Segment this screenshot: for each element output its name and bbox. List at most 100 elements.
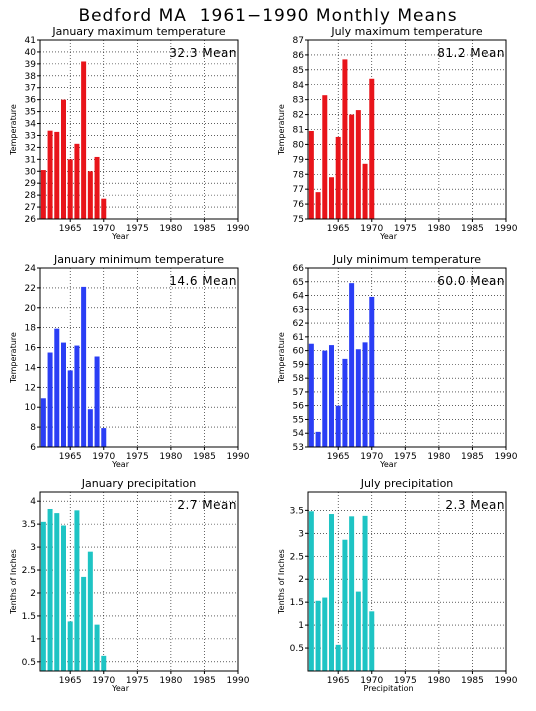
y-tick-label: 65: [293, 278, 304, 288]
y-tick-label: 26: [25, 215, 37, 225]
y-tick-label: 86: [293, 51, 305, 61]
y-tick-label: 62: [293, 319, 304, 329]
bar-1970: [101, 198, 107, 219]
y-tick-label: 3.5: [290, 506, 304, 516]
bar-1964: [60, 525, 66, 671]
y-tick-label: 2.5: [22, 566, 36, 576]
chart-panel-jan-max: January maximum temperature 26 27 28 29 30 31 3…: [0, 24, 268, 259]
bar-1969: [94, 624, 100, 671]
y-tick-label: 55: [293, 415, 304, 425]
y-tick-label: 63: [293, 305, 304, 315]
x-tick-label: 1980: [427, 224, 450, 234]
bar-1961: [40, 170, 46, 219]
x-tick-label: 1985: [193, 676, 216, 686]
x-tick-label: 1975: [394, 452, 417, 462]
y-tick-label: 24: [25, 264, 37, 274]
x-tick-label: 1975: [126, 224, 149, 234]
mean-label: 2.7 Mean: [177, 498, 237, 512]
x-tick-label: 1965: [327, 452, 350, 462]
x-axis-label: Year: [379, 460, 398, 469]
x-tick-label: 1990: [227, 452, 250, 462]
bar-1966: [74, 345, 80, 447]
y-tick-label: 1: [298, 621, 304, 631]
y-tick-label: 6: [30, 443, 36, 453]
x-tick-label: 1985: [461, 224, 484, 234]
bar-1963: [322, 350, 328, 447]
bar-1966: [74, 510, 80, 671]
bar-1961: [40, 521, 46, 671]
y-tick-label: 2.5: [290, 552, 304, 562]
bar-1969: [362, 163, 368, 219]
y-tick-label: 37: [25, 84, 36, 94]
bar-1967: [349, 114, 355, 219]
x-tick-label: 1975: [394, 676, 417, 686]
mean-label: 2.3 Mean: [445, 498, 505, 512]
bar-1961: [40, 398, 46, 447]
bar-1968: [87, 171, 93, 219]
bar-1962: [47, 352, 53, 447]
bar-1968: [87, 551, 93, 671]
x-tick-label: 1980: [159, 676, 182, 686]
bar-1965: [335, 644, 341, 671]
y-tick-label: 14: [25, 363, 37, 373]
bar-1968: [355, 349, 361, 447]
y-tick-label: 34: [25, 120, 37, 130]
x-axis-label: Year: [111, 232, 130, 241]
y-tick-label: 31: [25, 155, 36, 165]
y-tick-label: 30: [25, 167, 37, 177]
chart-jan-min: January minimum temperature 6 8 10 12 14 16 18 2…: [9, 253, 250, 469]
bar-1967: [81, 61, 87, 220]
y-tick-label: 3: [298, 529, 304, 539]
y-tick-label: 33: [25, 131, 36, 141]
chart-jan-precip: January precipitation 0.5 1 1.5 2 2.5 3 3.5 4 196…: [9, 477, 250, 693]
y-tick-label: 81: [293, 126, 304, 136]
x-axis-label: Year: [111, 684, 130, 693]
bar-1970: [369, 611, 375, 671]
bar-1966: [342, 539, 348, 671]
bar-1965: [335, 136, 341, 219]
y-tick-label: 87: [293, 36, 304, 46]
x-tick-label: 1970: [92, 452, 115, 462]
y-tick-label: 82: [293, 111, 304, 121]
bar-1967: [81, 286, 87, 447]
y-tick-label: 66: [293, 264, 305, 274]
x-tick-label: 1970: [360, 224, 383, 234]
page-title: Bedford MA 1961−1990 Monthly Means: [78, 6, 458, 26]
chart-title: January precipitation: [81, 477, 197, 490]
bar-1964: [328, 514, 334, 671]
y-tick-label: 75: [293, 215, 304, 225]
bar-1964: [60, 99, 66, 219]
y-tick-label: 3: [30, 543, 36, 553]
x-tick-label: 1970: [360, 676, 383, 686]
chart-panel-jul-precip: July precipitation 0.5 1 1.5 2 2.5 3 3.5 1965 197…: [268, 476, 536, 711]
y-tick-label: 77: [293, 185, 304, 195]
y-tick-label: 22: [25, 284, 36, 294]
chart-title: July precipitation: [360, 477, 454, 490]
bar-1967: [349, 516, 355, 671]
bar-1963: [54, 131, 60, 219]
x-tick-label: 1985: [193, 452, 216, 462]
bar-1970: [369, 296, 375, 447]
chart-title: January minimum temperature: [53, 253, 224, 266]
y-tick-label: 32: [25, 143, 36, 153]
chart-panel-jan-precip: January precipitation 0.5 1 1.5 2 2.5 3 3.5 4 196…: [0, 476, 268, 711]
y-tick-label: 58: [293, 374, 305, 384]
bar-1964: [328, 345, 334, 447]
y-tick-label: 78: [293, 170, 305, 180]
y-tick-label: 16: [25, 344, 37, 354]
x-tick-label: 1990: [227, 224, 250, 234]
y-tick-label: 0.5: [290, 644, 304, 654]
x-tick-label: 1990: [227, 676, 250, 686]
y-tick-label: 61: [293, 333, 304, 343]
chart-title: July maximum temperature: [330, 25, 483, 38]
bar-1967: [349, 283, 355, 447]
bar-1965: [67, 159, 73, 219]
chart-jul-precip: July precipitation 0.5 1 1.5 2 2.5 3 3.5 1965 197…: [277, 477, 518, 693]
bar-1967: [81, 576, 87, 671]
x-tick-label: 1970: [92, 676, 115, 686]
bar-1969: [94, 156, 100, 219]
y-axis-label: Temperature: [277, 332, 286, 384]
y-axis-label: Temperature: [277, 104, 286, 156]
x-tick-label: 1965: [59, 452, 82, 462]
y-tick-label: 76: [293, 200, 305, 210]
